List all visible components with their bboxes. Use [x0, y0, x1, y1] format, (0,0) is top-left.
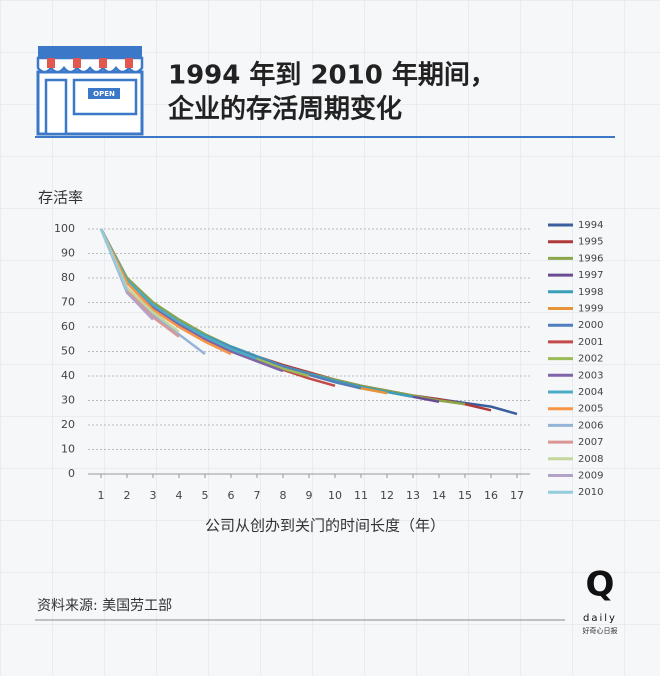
- x-tick-label: 10: [328, 489, 342, 502]
- series-line: [99, 228, 129, 291]
- legend-label: 2000: [578, 320, 603, 331]
- legend-label: 2009: [578, 471, 603, 482]
- legend-label: 1994: [578, 220, 603, 231]
- legend-label: 2007: [578, 437, 603, 448]
- series-line: [99, 228, 284, 373]
- legend-label: 2002: [578, 354, 603, 365]
- legend-label: 1998: [578, 287, 603, 298]
- series-line: [99, 228, 232, 356]
- legend-label: 2003: [578, 370, 603, 381]
- x-tick-label: 8: [280, 489, 287, 502]
- legend-label: 1999: [578, 304, 603, 315]
- x-tick-label: 1: [98, 489, 105, 502]
- x-axis-label: 公司从创办到关门的时间长度（年）: [205, 517, 445, 535]
- x-tick-label: 4: [176, 489, 183, 502]
- x-tick-label: 3: [150, 489, 157, 502]
- x-tick-label: 12: [380, 489, 394, 502]
- series-line: [99, 228, 206, 355]
- series-line: [99, 228, 258, 361]
- legend-label: 2010: [578, 487, 603, 498]
- legend-label: 2008: [578, 454, 603, 465]
- y-tick-label: 60: [61, 320, 75, 333]
- legend-label: 1996: [578, 253, 603, 264]
- y-tick-label: 30: [61, 394, 75, 407]
- legend-label: 2001: [578, 337, 603, 348]
- x-tick-label: 9: [306, 489, 313, 502]
- y-tick-label: 50: [61, 345, 75, 358]
- logo-word: daily: [583, 613, 617, 624]
- logo-mark: Q: [586, 565, 615, 605]
- y-tick-label: 20: [61, 418, 75, 431]
- series-line: [99, 228, 336, 388]
- x-tick-label: 15: [458, 489, 472, 502]
- x-tick-label: 13: [406, 489, 420, 502]
- logo-name: 好奇心日报: [583, 626, 618, 635]
- x-tick-label: 7: [254, 489, 261, 502]
- legend-label: 1997: [578, 270, 603, 281]
- y-tick-label: 70: [61, 296, 75, 309]
- y-tick-label: 40: [61, 369, 75, 382]
- series-line: [99, 228, 362, 390]
- sign-text: OPEN: [93, 90, 115, 98]
- x-tick-label: 2: [124, 489, 131, 502]
- legend-label: 2005: [578, 404, 603, 415]
- title-line: 1994 年到 2010 年期间，: [168, 60, 496, 91]
- legend-label: 1995: [578, 237, 603, 248]
- x-tick-label: 11: [354, 489, 368, 502]
- x-tick-label: 17: [510, 489, 524, 502]
- title-line: 企业的存活周期变化: [168, 94, 402, 125]
- y-tick-label: 10: [61, 443, 75, 456]
- y-tick-label: 80: [61, 271, 75, 284]
- y-tick-label: 100: [54, 222, 75, 235]
- source: 资料来源: 美国劳工部: [37, 598, 172, 614]
- legend-label: 2004: [578, 387, 603, 398]
- y-tick-label: 90: [61, 247, 75, 260]
- y-tick-label: 0: [68, 467, 75, 480]
- y-axis-label: 存活率: [38, 189, 83, 207]
- legend-label: 2006: [578, 420, 603, 431]
- x-tick-label: 16: [484, 489, 498, 502]
- store-icon: [36, 46, 144, 136]
- x-tick-label: 6: [228, 489, 235, 502]
- x-tick-label: 14: [432, 489, 446, 502]
- x-tick-label: 5: [202, 489, 209, 502]
